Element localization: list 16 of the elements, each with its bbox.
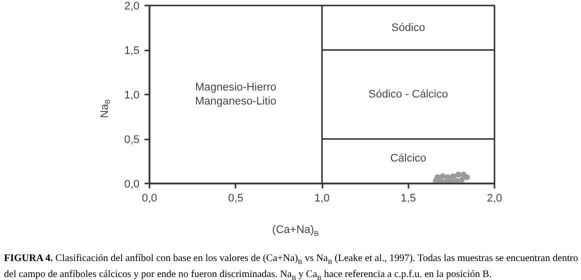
x-tick-label: 1,5 <box>400 192 416 204</box>
annotation: Magnesio-Hierro Manganeso-Litio <box>195 82 276 108</box>
x-axis-title: (Ca+Na)$_{B}$ <box>272 223 319 240</box>
x-tick-label: 1,0 <box>314 192 330 204</box>
annotation: Cálcico <box>390 152 426 165</box>
x-tick-label: 2,0 <box>486 192 502 204</box>
y-tick-label: 2,0 <box>124 0 140 12</box>
text: FIGURA 4. Clasificación del anfíbol con base en los valores de (Ca+Na)$_{B}$ vs Na$_{B}$ (Leake et al., 1997). Todas las muestras se encuentran dentro del campo de anfíboles cálcicos y por ende no fueron discriminadas. Na$_{B}$ y Ca$_{B}$ hace referencia a c.p.f.u. en la posición B. <box>4 253 578 280</box>
y-tick-label: 0,0 <box>124 178 140 190</box>
annotation: Sódico <box>391 22 426 34</box>
annotation: Sódico - Cálcico <box>368 88 448 100</box>
x-tick-label: 0,5 <box>228 192 244 204</box>
y-tick-label: 0,5 <box>124 134 140 146</box>
y-tick-label: 1,0 <box>124 90 140 102</box>
y-tick-label: 1,5 <box>124 45 140 57</box>
x-tick-label: 0,0 <box>142 192 158 204</box>
